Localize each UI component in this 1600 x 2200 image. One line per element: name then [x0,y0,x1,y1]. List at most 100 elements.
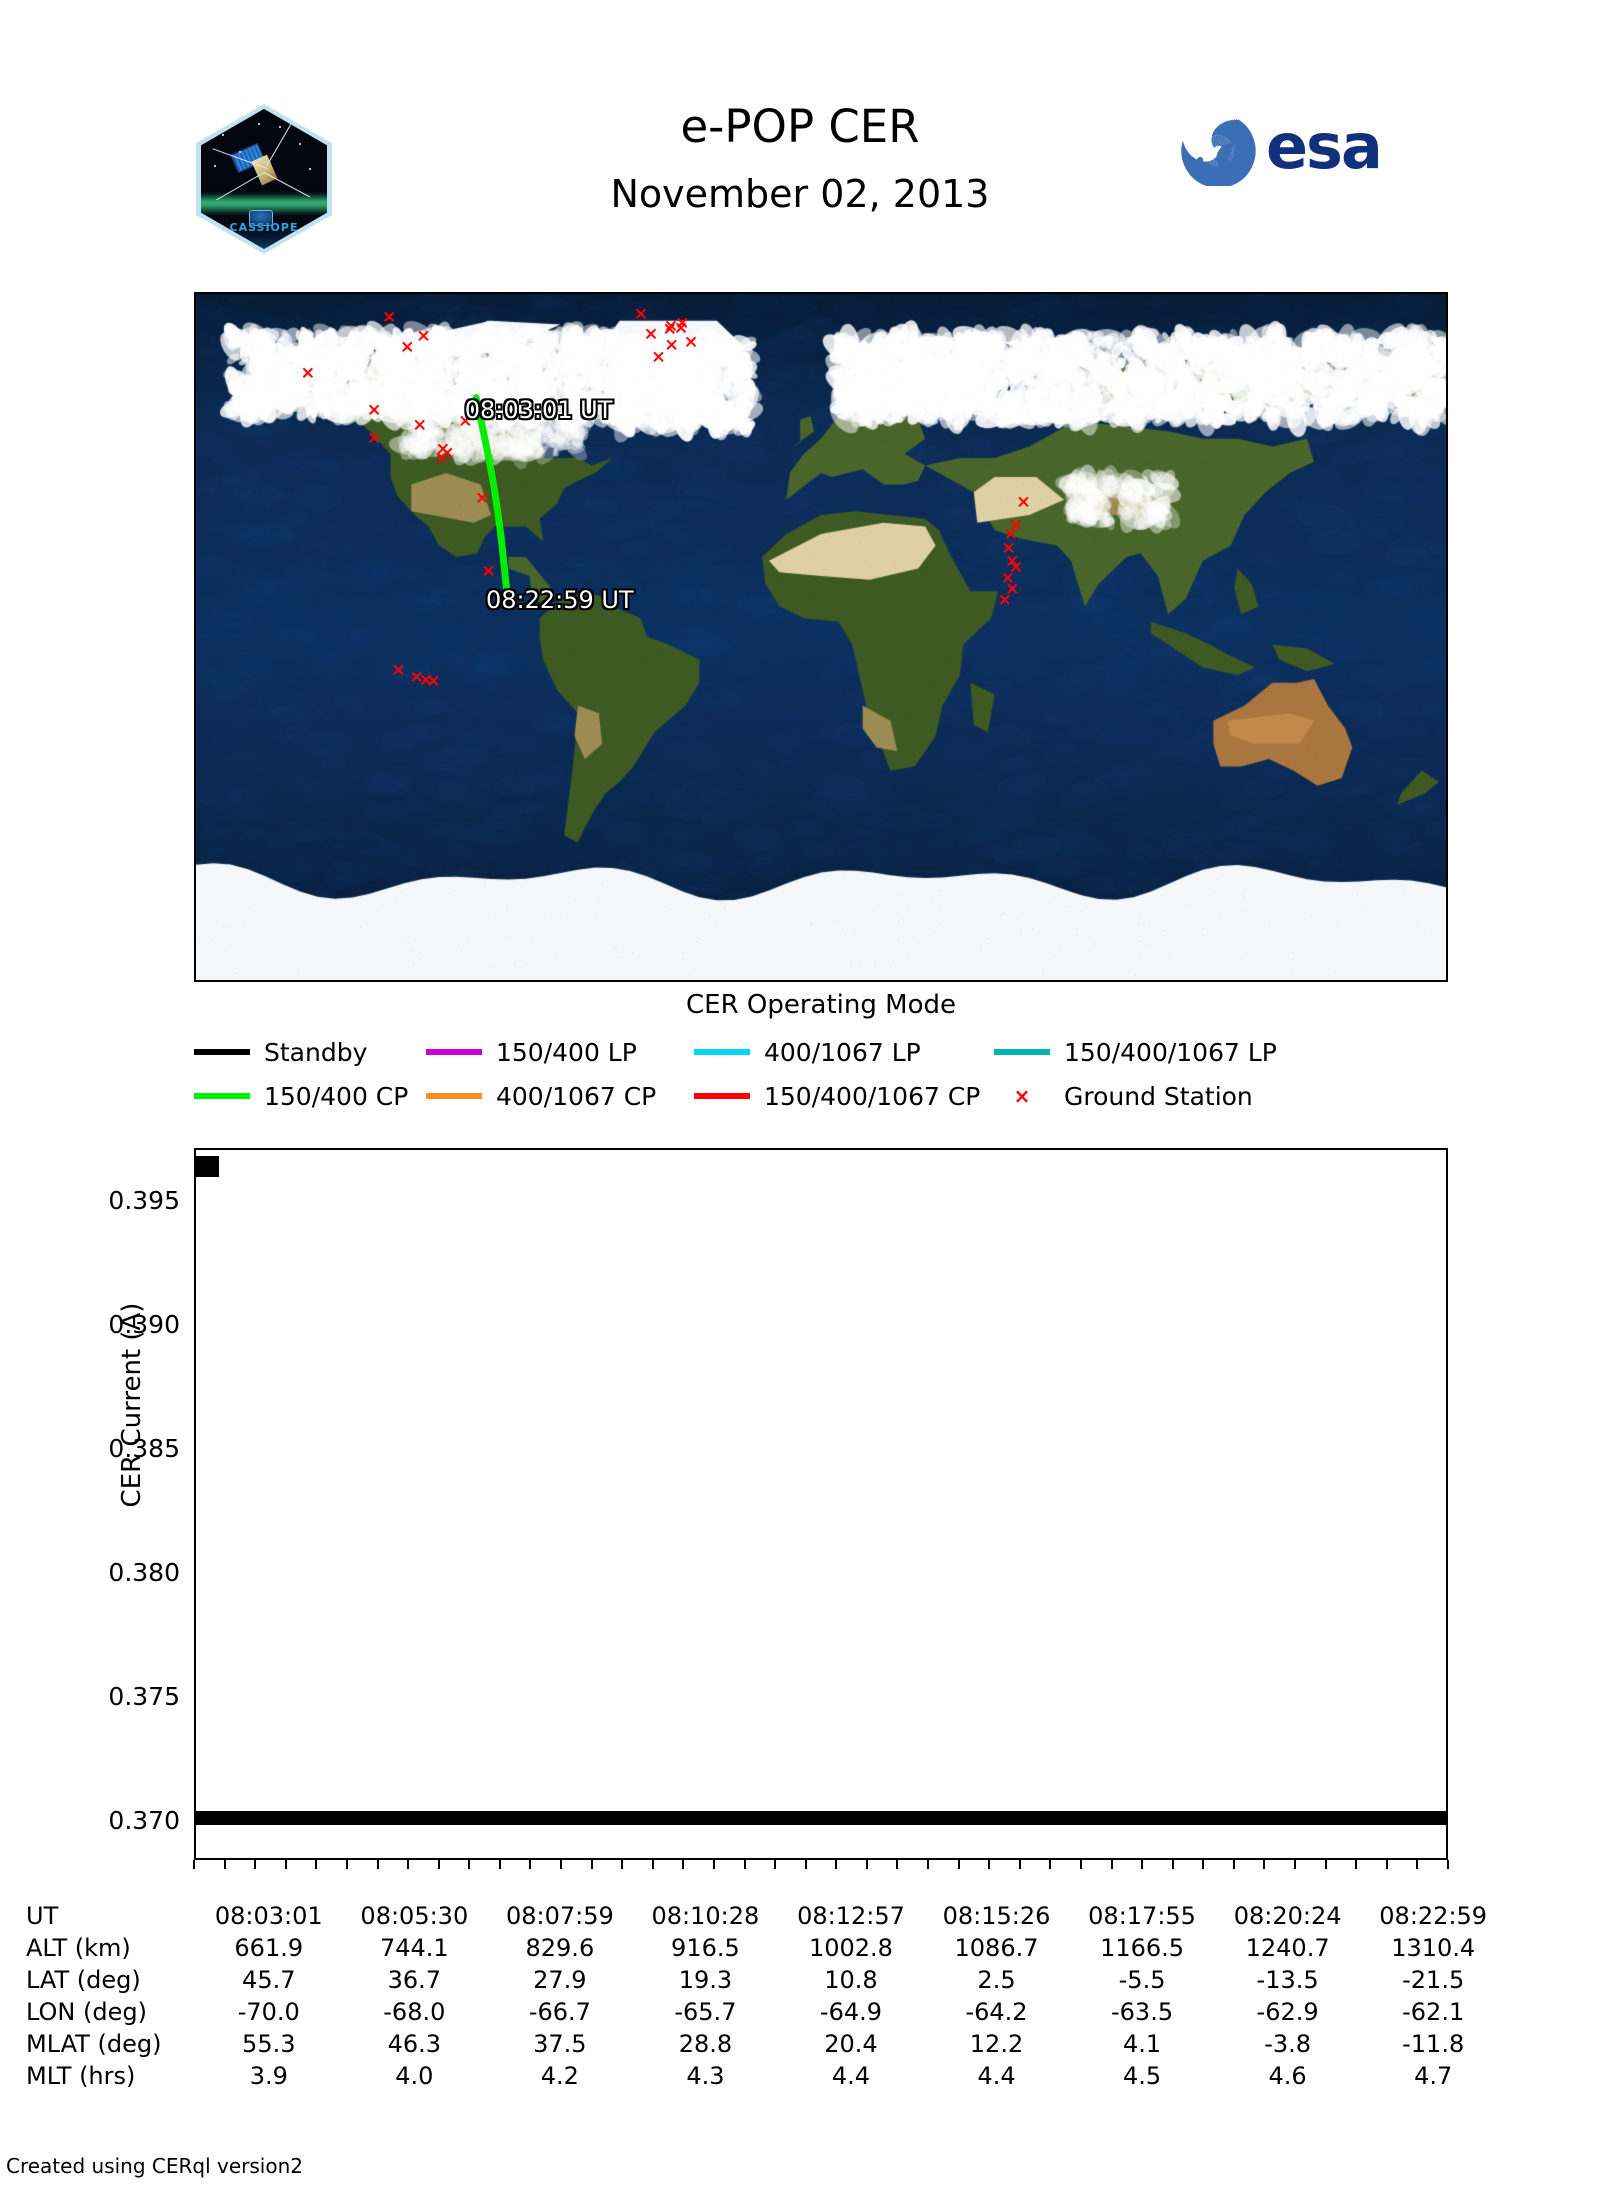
legend-item-150-400-1067-cp[interactable]: 150/400/1067 CP [694,1082,994,1111]
x-axis-minor-tick [744,1860,746,1869]
x-axis-minor-tick [1019,1860,1021,1869]
y-axis-tick-label: 0.395 [30,1186,180,1215]
legend-color-swatch [194,1093,250,1099]
map-time-annotation: 08:03:01 UT [465,396,613,424]
table-row-label: ALT (km) [26,1932,196,1964]
table-row: MLT (hrs) 3.9 4.0 4.2 4.3 4.4 4.4 4.5 4.6 4.7 [26,2060,1506,2092]
legend-row-1: Standby 150/400 LP 400/1067 LP 150/400/1067… [194,1030,1448,1074]
x-axis-minor-tick [988,1860,990,1869]
table-row: ALT (km) 661.9 744.1 829.6 916.5 1002.8 1086.7… [26,1932,1506,1964]
legend-item-ground-station[interactable]: × Ground Station [994,1082,1253,1111]
x-axis-minor-tick [1049,1860,1051,1869]
cer-current-plot [194,1148,1448,1860]
legend-item-150-400-lp[interactable]: 150/400 LP [426,1038,694,1067]
ground-station-marker: ✕ [381,310,397,326]
table-cell: 36.7 [342,1964,488,1996]
x-axis-minor-tick [958,1860,960,1869]
legend-color-swatch [426,1049,482,1055]
table-cell: -3.8 [1215,2028,1361,2060]
footer-credit: Created using CERql version2 [6,2154,303,2178]
table-cell: 916.5 [633,1932,779,1964]
y-axis-tick-label: 0.370 [30,1806,180,1835]
ground-station-marker: ✕ [633,307,649,323]
table-cell: 37.5 [487,2028,633,2060]
table-cell: 3.9 [196,2060,342,2092]
legend-title: CER Operating Mode [194,990,1448,1020]
ground-station-marker: ✕ [366,431,382,447]
x-axis-minor-tick [1325,1860,1327,1869]
table-cell: 27.9 [487,1964,633,1996]
table-cell: 55.3 [196,2028,342,2060]
legend-label: 150/400/1067 LP [1064,1038,1277,1067]
ground-station-marker: ✕ [434,451,450,467]
table-cell: 4.1 [1069,2028,1215,2060]
table-cell: 08:20:24 [1215,1900,1361,1932]
legend-color-swatch [694,1049,750,1055]
table-cell: -21.5 [1360,1964,1506,1996]
table-cell: -62.9 [1215,1996,1361,2028]
table-cell: 1002.8 [778,1932,924,1964]
table-cell: 4.6 [1215,2060,1361,2092]
legend-label: 150/400/1067 CP [764,1082,980,1111]
table-cell: 4.5 [1069,2060,1215,2092]
legend-label: 150/400 LP [496,1038,637,1067]
table-cell: 4.3 [633,2060,779,2092]
esa-swirl-icon [1178,112,1270,186]
x-axis-minor-tick [224,1860,226,1869]
legend-item-150-400-1067-lp[interactable]: 150/400/1067 LP [994,1038,1277,1067]
x-axis-minor-tick [927,1860,929,1869]
table-cell: 45.7 [196,1964,342,1996]
table-cell: 08:05:30 [342,1900,488,1932]
ground-station-marker: ✕ [664,338,680,354]
legend-label: 400/1067 CP [496,1082,656,1111]
table-cell: 19.3 [633,1964,779,1996]
x-axis-minor-tick [866,1860,868,1869]
table-cell: 08:03:01 [196,1900,342,1932]
table-cell: 08:12:57 [778,1900,924,1932]
table-row-label: LAT (deg) [26,1964,196,1996]
ground-station-marker: ✕ [643,327,659,343]
x-axis-minor-tick [805,1860,807,1869]
legend-row-2: 150/400 CP 400/1067 CP 150/400/1067 CP × Gro… [194,1074,1448,1118]
x-axis-minor-tick [529,1860,531,1869]
table-cell: 4.4 [778,2060,924,2092]
table-cell: 08:22:59 [1360,1900,1506,1932]
legend-color-swatch [694,1093,750,1099]
y-axis-label: CER Current (A) [117,1255,147,1555]
table-cell: 28.8 [633,2028,779,2060]
map-time-annotation: 08:22:59 UT [486,586,634,614]
x-axis-minor-tick [652,1860,654,1869]
x-axis-minor-tick [1172,1860,1174,1869]
x-axis-minor-tick [1294,1860,1296,1869]
legend-label: Standby [264,1038,367,1067]
table-cell: -64.2 [924,1996,1070,2028]
table-cell: 744.1 [342,1932,488,1964]
table-cell: 829.6 [487,1932,633,1964]
x-axis-minor-tick [468,1860,470,1869]
y-axis-tick-label: 0.380 [30,1558,180,1587]
table-cell: 2.5 [924,1964,1070,1996]
table-cell: -13.5 [1215,1964,1361,1996]
x-axis-minor-tick [254,1860,256,1869]
legend-label: 150/400 CP [264,1082,408,1111]
legend-item-150-400-cp[interactable]: 150/400 CP [194,1082,426,1111]
table-row: LON (deg) -70.0 -68.0 -66.7 -65.7 -64.9 -64.2-… [26,1996,1506,2028]
legend-item-standby[interactable]: Standby [194,1038,426,1067]
x-axis-minor-tick [1447,1860,1449,1869]
ground-station-marker: ✕ [426,674,442,690]
table-cell: 1086.7 [924,1932,1070,1964]
table-row: MLAT (deg) 55.3 46.3 37.5 28.8 20.4 12.2 4.1 -3.… [26,2028,1506,2060]
legend-item-400-1067-lp[interactable]: 400/1067 LP [694,1038,994,1067]
ground-station-marker: ✕ [1016,495,1032,511]
x-axis-minor-tick [499,1860,501,1869]
table-cell: 46.3 [342,2028,488,2060]
x-axis-minor-tick [1263,1860,1265,1869]
table-cell: 08:07:59 [487,1900,633,1932]
table-cell: -64.9 [778,1996,924,2028]
legend-item-400-1067-cp[interactable]: 400/1067 CP [426,1082,694,1111]
table-cell: 4.4 [924,2060,1070,2092]
ground-station-marker: ✕ [474,491,490,507]
esa-logo: esa [1178,108,1460,188]
x-axis-minor-tick [560,1860,562,1869]
x-axis-minor-tick [835,1860,837,1869]
